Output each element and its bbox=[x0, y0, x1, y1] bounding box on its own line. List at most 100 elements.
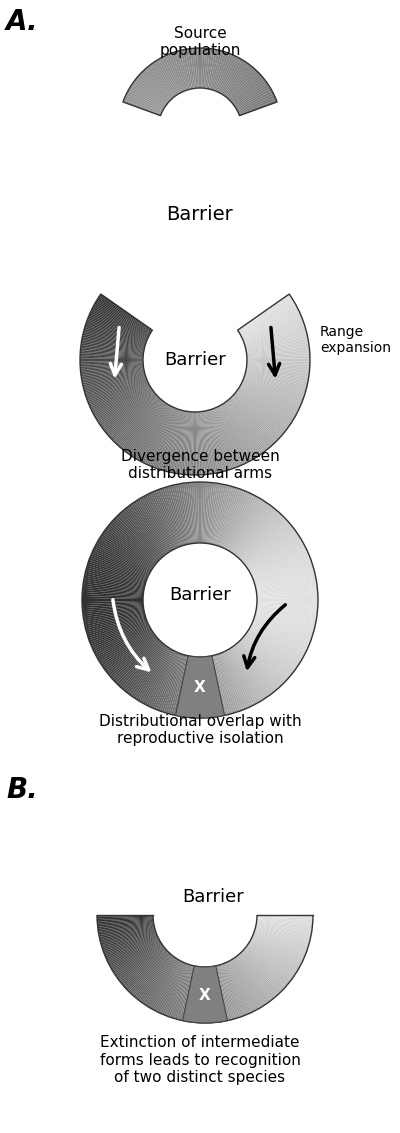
Wedge shape bbox=[104, 934, 157, 956]
Wedge shape bbox=[200, 411, 208, 475]
Wedge shape bbox=[88, 560, 146, 581]
Wedge shape bbox=[203, 411, 215, 474]
Wedge shape bbox=[255, 568, 314, 586]
Wedge shape bbox=[84, 329, 145, 347]
Wedge shape bbox=[91, 622, 148, 648]
Wedge shape bbox=[124, 509, 164, 556]
Wedge shape bbox=[194, 482, 198, 543]
Wedge shape bbox=[103, 530, 154, 568]
Wedge shape bbox=[228, 961, 254, 1012]
Wedge shape bbox=[160, 962, 184, 1014]
Wedge shape bbox=[208, 50, 217, 90]
Wedge shape bbox=[92, 308, 148, 338]
Wedge shape bbox=[94, 385, 150, 416]
Wedge shape bbox=[80, 360, 143, 361]
Wedge shape bbox=[226, 495, 255, 550]
Wedge shape bbox=[200, 48, 202, 88]
Wedge shape bbox=[247, 365, 310, 374]
Wedge shape bbox=[211, 409, 231, 470]
Wedge shape bbox=[114, 397, 159, 443]
Wedge shape bbox=[106, 936, 158, 961]
Wedge shape bbox=[131, 953, 170, 995]
Wedge shape bbox=[200, 657, 202, 718]
Wedge shape bbox=[246, 372, 307, 386]
Wedge shape bbox=[222, 403, 257, 458]
Wedge shape bbox=[86, 568, 145, 586]
Wedge shape bbox=[237, 91, 273, 111]
Wedge shape bbox=[241, 952, 281, 993]
Wedge shape bbox=[250, 939, 300, 968]
Wedge shape bbox=[257, 604, 318, 611]
Wedge shape bbox=[239, 299, 294, 333]
Wedge shape bbox=[244, 525, 292, 564]
Wedge shape bbox=[90, 312, 148, 339]
Wedge shape bbox=[162, 654, 182, 713]
Wedge shape bbox=[244, 325, 305, 346]
Wedge shape bbox=[108, 636, 156, 676]
Wedge shape bbox=[115, 398, 159, 444]
Wedge shape bbox=[257, 603, 318, 608]
Wedge shape bbox=[246, 632, 297, 670]
Wedge shape bbox=[257, 917, 313, 920]
Wedge shape bbox=[94, 385, 150, 417]
Wedge shape bbox=[254, 565, 314, 585]
Wedge shape bbox=[80, 358, 143, 360]
Wedge shape bbox=[244, 377, 303, 401]
Wedge shape bbox=[88, 617, 146, 638]
Wedge shape bbox=[221, 59, 243, 94]
Wedge shape bbox=[138, 955, 173, 1000]
Wedge shape bbox=[92, 383, 148, 411]
Wedge shape bbox=[143, 650, 173, 705]
Wedge shape bbox=[124, 401, 163, 451]
Wedge shape bbox=[192, 483, 197, 543]
Wedge shape bbox=[242, 310, 299, 338]
Wedge shape bbox=[170, 486, 186, 545]
Wedge shape bbox=[256, 923, 311, 935]
Wedge shape bbox=[151, 408, 176, 467]
Wedge shape bbox=[183, 966, 195, 1021]
Wedge shape bbox=[245, 634, 294, 673]
Wedge shape bbox=[228, 497, 261, 551]
Wedge shape bbox=[257, 915, 313, 917]
Wedge shape bbox=[247, 351, 310, 357]
Wedge shape bbox=[160, 654, 182, 712]
Wedge shape bbox=[182, 656, 192, 717]
Wedge shape bbox=[235, 957, 268, 1004]
Wedge shape bbox=[221, 404, 254, 460]
Wedge shape bbox=[94, 546, 149, 576]
Wedge shape bbox=[99, 537, 152, 571]
Wedge shape bbox=[196, 412, 200, 475]
Wedge shape bbox=[246, 633, 296, 671]
Wedge shape bbox=[224, 493, 252, 548]
Wedge shape bbox=[256, 927, 310, 940]
Wedge shape bbox=[158, 489, 180, 547]
Wedge shape bbox=[80, 353, 143, 358]
Wedge shape bbox=[242, 521, 289, 563]
Wedge shape bbox=[250, 543, 304, 573]
Wedge shape bbox=[126, 506, 165, 555]
Wedge shape bbox=[96, 299, 151, 333]
Wedge shape bbox=[148, 408, 174, 466]
Wedge shape bbox=[223, 651, 250, 708]
Wedge shape bbox=[136, 648, 170, 700]
Wedge shape bbox=[126, 402, 164, 453]
Wedge shape bbox=[234, 394, 282, 436]
Wedge shape bbox=[226, 66, 253, 97]
Wedge shape bbox=[248, 537, 301, 571]
Wedge shape bbox=[143, 407, 172, 463]
Wedge shape bbox=[249, 943, 297, 973]
Wedge shape bbox=[206, 410, 222, 472]
Wedge shape bbox=[209, 656, 220, 716]
Wedge shape bbox=[237, 511, 279, 557]
Wedge shape bbox=[247, 363, 310, 368]
Wedge shape bbox=[138, 648, 171, 701]
Wedge shape bbox=[156, 409, 178, 469]
Wedge shape bbox=[166, 486, 184, 545]
Wedge shape bbox=[240, 516, 284, 560]
Wedge shape bbox=[116, 398, 160, 445]
Wedge shape bbox=[167, 410, 183, 472]
Wedge shape bbox=[97, 919, 153, 926]
Wedge shape bbox=[247, 631, 299, 666]
Wedge shape bbox=[86, 377, 146, 399]
Wedge shape bbox=[253, 557, 311, 580]
